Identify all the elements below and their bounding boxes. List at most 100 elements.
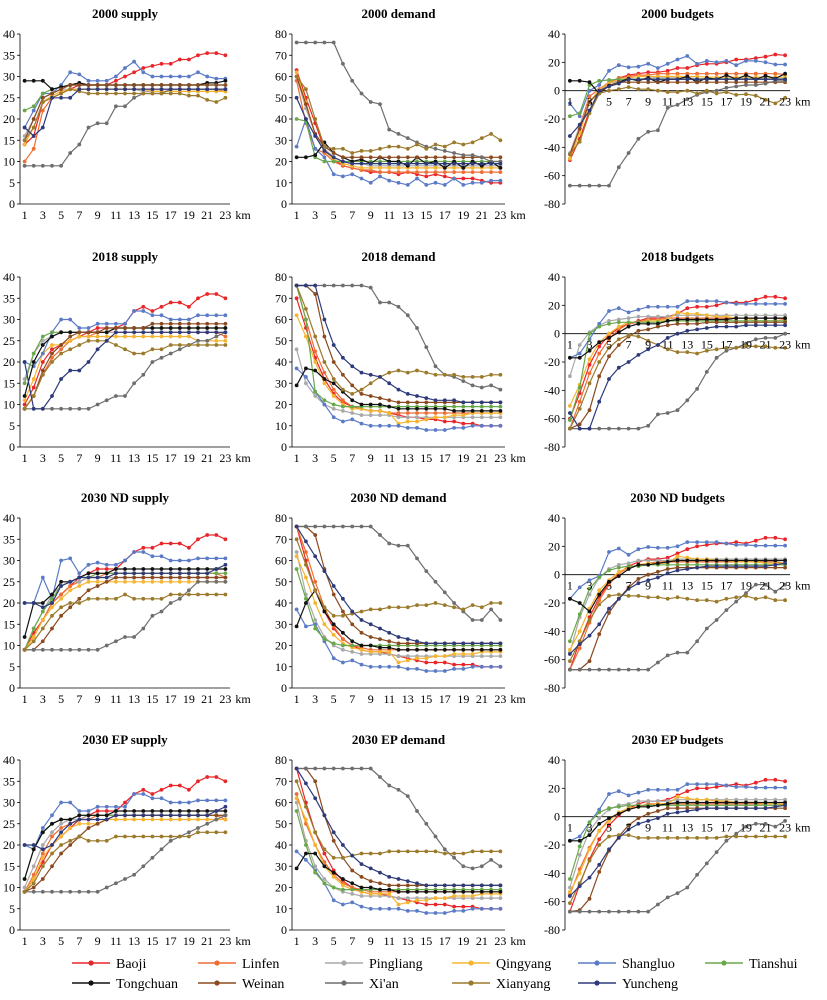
panel-2018-demand-series-yuncheng-point	[479, 400, 484, 405]
panel-2030-nd-supply-series-xi-an-point	[95, 647, 100, 652]
panel-2018-demand-series-weinan-point	[341, 372, 345, 377]
panel-2030-ep-budgets-series-yuncheng-point	[783, 803, 787, 808]
panel-2018-supply-series-baoji-point	[187, 304, 191, 309]
panel-2030-ep-supply-series-tongchuan-point	[95, 813, 100, 818]
panel-2018-budgets-series-xianyang-point	[636, 334, 641, 339]
panel-2030-ep-demand-series-shangluo-point	[387, 906, 392, 911]
panel-2030-nd-demand-series-shangluo-point	[387, 664, 392, 669]
panel-2018-budgets-series-yuncheng-point	[665, 336, 670, 340]
panel-2030-nd-budgets-series-shangluo-point	[626, 552, 631, 557]
panel-2030-nd-demand-series-yuncheng-point	[294, 524, 299, 529]
panel-2030-nd-supply-series-weinan-point	[50, 626, 54, 631]
panel-2000-budgets-series-shangluo-point	[568, 101, 572, 106]
panel-2000-demand-series-shangluo-point	[442, 183, 447, 187]
panel-2018-demand-series-yuncheng-point	[405, 392, 410, 396]
panel-2018-supply-series-qingyang-point	[159, 334, 164, 339]
panel-2000-budgets-series-linfen-point	[753, 71, 758, 76]
panel-2030-ep-budgets-series-tianshui-point	[587, 820, 592, 825]
panel-2000-supply-series-yuncheng-point	[31, 134, 36, 138]
panel-2000-demand-series-yuncheng-point	[313, 134, 318, 138]
panel-2030-nd-supply-series-xi-an-point	[205, 579, 210, 584]
panel-2030-ep-demand-series-baoji-point	[461, 904, 466, 909]
panel-2030-nd-budgets-series-pingliang-point	[636, 558, 641, 563]
panel-2018-budgets-series-weinan-point	[675, 321, 680, 326]
panel-2030-nd-supply-xtick-label: 3	[40, 692, 46, 706]
panel-2030-ep-budgets-series-shangluo-point	[695, 782, 699, 786]
panel-2030-ep-budgets-series-xi-an-point	[685, 885, 690, 890]
panel-2018-demand-series-linfen-point	[313, 349, 318, 354]
panel-2018-budgets-series-weinan-point	[744, 320, 748, 325]
panel-2030-ep-supply-series-yuncheng-point	[59, 830, 63, 835]
panel-2018-supply-series-yuncheng-point	[86, 360, 91, 364]
panel-2030-ep-demand-series-baoji-point	[322, 851, 327, 856]
panel-2000-supply-series-xianyang-point	[123, 91, 127, 96]
panel-2030-nd-budgets-series-shangluo	[568, 540, 787, 601]
panel-2000-demand-series-xi-an-point	[341, 61, 345, 66]
panel-2030-nd-supply-series-qingyang-point	[114, 579, 118, 584]
panel-2000-budgets-series-weinan-point	[636, 80, 641, 85]
panel-2030-ep-supply-series-weinan-point	[31, 885, 36, 890]
panel-2030-nd-budgets-series-tongchuan-point	[695, 558, 699, 563]
panel-2030-nd-demand-series-xianyang-point	[294, 537, 299, 542]
panel-2030-nd-budgets-series-xianyang-point	[695, 598, 699, 603]
panel-2030-nd-budgets-series-pingliang-point	[587, 592, 592, 597]
panel-2018-supply-series-baoji-point	[177, 300, 182, 305]
panel-2030-ep-budgets-series-xi-an-point	[783, 819, 787, 823]
panel-2030-ep-supply-ytick-label: 30	[3, 796, 15, 810]
panel-2030-nd-supply-series-xi-an-point	[168, 601, 173, 605]
panel-2030-ep-demand-series-xi-an-point	[378, 775, 382, 779]
panel-2030-nd-demand-series-yuncheng-point	[461, 641, 466, 646]
panel-2018-demand-series-xi-an-point	[424, 345, 429, 349]
panel-2030-nd-budgets-xtick-label: 19	[740, 579, 752, 593]
panel-2018-budgets-series-tianshui-point	[626, 320, 631, 325]
panel-2018-budgets-series-xi-an-point	[685, 398, 690, 403]
panel-2030-nd-budgets-series-tongchuan-point	[704, 558, 709, 563]
panel-2000-demand-series-qingyang-point	[489, 166, 493, 170]
panel-2030-nd-supply-series-tianshui-point	[31, 626, 36, 631]
panel-2030-nd-budgets-series-shangluo-point	[607, 550, 611, 554]
panel-2030-ep-budgets-ytick-label: -80	[544, 923, 560, 937]
panel-2000-demand-series-qingyang-point	[424, 166, 429, 170]
panel-2030-nd-supply-series-xi-an-point	[196, 579, 200, 584]
panel-2030-ep-budgets-series-tianshui-point	[734, 803, 739, 808]
panel-2000-supply-series-xi-an-point	[31, 163, 36, 168]
panel-2030-ep-budgets-series-pingliang-point	[763, 797, 768, 802]
panel-2018-supply-series-tongchuan-point	[159, 326, 164, 330]
panel-2018-budgets-series-shangluo	[568, 299, 787, 360]
panel-2030-nd-demand-series-xi-an-point	[433, 579, 438, 584]
panel-2018-budgets-series-shangluo-point	[646, 304, 651, 309]
panel-2018-demand-series-tongchuan-point	[452, 409, 456, 413]
panel-2030-ep-demand-series-qingyang-point	[368, 892, 373, 896]
panel-2018-demand-series-xi-an-point	[433, 364, 438, 369]
panel-2030-nd-demand-series-xianyang-point	[415, 603, 419, 607]
panel-2030-nd-demand-series-yuncheng-point	[442, 641, 447, 646]
panel-2000-budgets-series-yuncheng	[568, 77, 787, 138]
panel-2000-demand-series-baoji-point	[424, 174, 429, 179]
panel-2030-nd-supply-series-qingyang-point	[187, 579, 191, 584]
panel-2000-supply-xtick-label: 1	[22, 208, 28, 222]
panel-2018-budgets-ytick-label: -20	[544, 355, 560, 369]
panel-2030-nd-demand-series-shangluo-point	[415, 667, 419, 671]
panel-2030-nd-budgets-series-baoji-point	[695, 544, 699, 549]
panel-2000-demand-series-xi-an-point	[294, 40, 299, 45]
panel-2018-budgets-series-weinan-point	[734, 320, 739, 325]
panel-2030-ep-supply-series-yuncheng-point	[77, 817, 82, 822]
panel-2030-ep-supply-series-qingyang-point	[86, 821, 91, 826]
panel-2000-demand-ytick-label: 40	[275, 112, 287, 126]
panel-2030-nd-budgets-series-xi-an-point	[724, 608, 729, 612]
panel-2000-budgets-series-xianyang-point	[763, 98, 768, 102]
panel-2030-nd-demand-series-pingliang-point	[313, 618, 318, 622]
panel-2018-budgets-series-tongchuan-point	[783, 316, 787, 320]
panel-2000-supply-ytick-label: 40	[3, 27, 15, 41]
panel-2018-demand-series-weinan-point	[359, 392, 364, 396]
panel-2030-nd-supply-series-shangluo-point	[86, 562, 91, 567]
panel-2018-supply-series-shangluo-point	[177, 317, 182, 322]
panel-2000-budgets-series-linfen-point	[695, 71, 699, 76]
panel-2030-ep-demand-series-yuncheng-point	[470, 883, 475, 888]
panel-2030-nd-supply-series-weinan	[22, 575, 228, 652]
panel-2018-demand-series-shangluo-point	[461, 426, 466, 430]
panel-2030-ep-demand-series-xi-an-point	[405, 794, 410, 798]
panel-2018-supply-series-xianyang-point	[22, 406, 27, 411]
panel-2030-ep-budgets-series-qingyang-point	[597, 828, 602, 833]
panel-2030-ep-budgets-series-tianshui-point	[763, 803, 768, 808]
